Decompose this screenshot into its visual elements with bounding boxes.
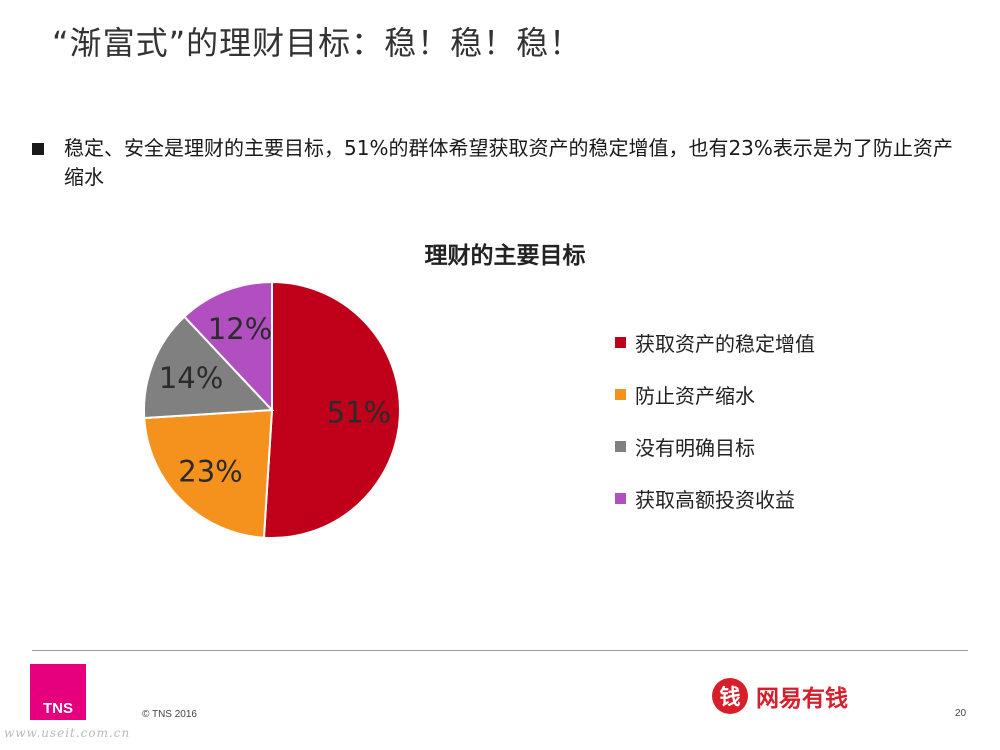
pie-slice — [143, 408, 274, 539]
pie-chart: 51% 23% 14% 12% — [143, 280, 401, 539]
bullet-point: 稳定、安全是理财的主要目标，51%的群体希望获取资产的稳定增值，也有23%表示是… — [32, 134, 972, 192]
legend-label: 获取高额投资收益 — [635, 487, 795, 512]
brand-mark-icon: 钱 — [712, 678, 748, 714]
legend-swatch — [615, 492, 626, 504]
chart-legend: 获取资产的稳定增值 防止资产缩水 没有明确目标获取高额投资收益 — [615, 316, 815, 524]
bullet-square-icon — [32, 143, 44, 155]
pie-slice — [262, 280, 401, 539]
legend-swatch — [615, 336, 626, 348]
legend-label: 获取资产的稳定增值 — [635, 331, 815, 356]
tns-logo-text: TNS — [43, 700, 73, 717]
brand-logo: 钱 网易有钱 — [712, 678, 848, 714]
legend-label: 没有明确目标 — [635, 435, 755, 460]
pie-slice — [182, 280, 273, 413]
legend-swatch — [615, 440, 626, 452]
pie-slice — [143, 315, 275, 420]
pie-data-label: 51% — [327, 396, 391, 430]
pie-data-label: 23% — [178, 455, 242, 489]
legend-item: 没有明确目标 — [615, 420, 815, 472]
copyright-text: © TNS 2016 — [142, 709, 197, 720]
legend-item: 获取高额投资收益 — [615, 472, 815, 524]
bullet-text: 稳定、安全是理财的主要目标，51%的群体希望获取资产的稳定增值，也有23%表示是… — [64, 136, 953, 189]
legend-label: 防止资产缩水 — [635, 383, 755, 408]
footer-divider — [32, 650, 968, 651]
tns-logo: TNS — [30, 664, 86, 720]
pie-data-label: 12% — [208, 312, 272, 346]
pie-data-label: 14% — [159, 361, 223, 395]
page-number: 20 — [955, 708, 967, 719]
slide-title: “渐富式”的理财目标：稳！稳！稳！ — [52, 24, 583, 62]
watermark: www.useit.com.cn — [4, 726, 131, 740]
legend-swatch — [615, 388, 626, 400]
brand-name: 网易有钱 — [756, 686, 848, 712]
chart-title: 理财的主要目标 — [424, 243, 586, 269]
legend-item: 获取资产的稳定增值 — [615, 316, 815, 368]
legend-item: 防止资产缩水 — [615, 368, 815, 420]
